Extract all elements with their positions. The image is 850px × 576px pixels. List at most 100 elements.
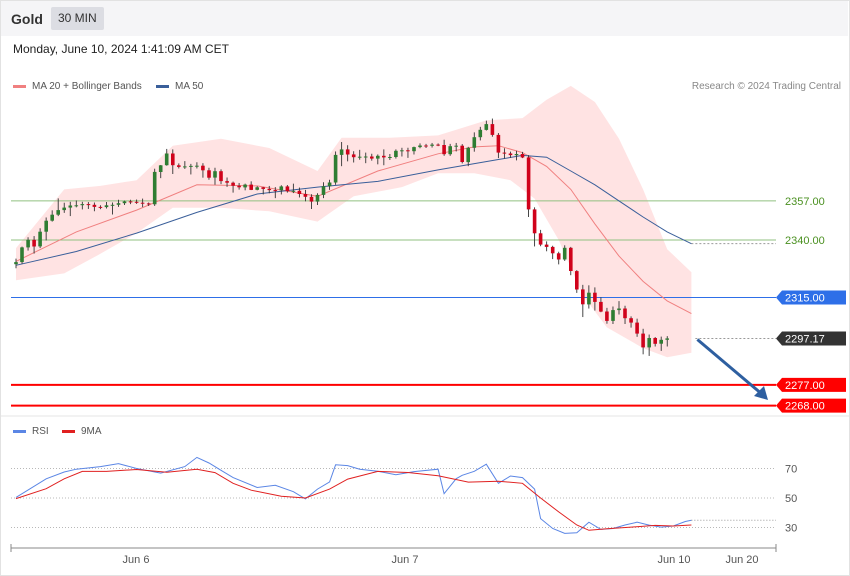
candle-body xyxy=(321,186,326,195)
rsi-9ma-line xyxy=(15,468,692,531)
candle-body xyxy=(466,147,470,163)
candle-body xyxy=(32,239,36,247)
level-label: 2340.00 xyxy=(785,235,825,247)
candle-body xyxy=(472,137,477,148)
candle-body xyxy=(587,292,591,305)
level-label: 2357.00 xyxy=(785,196,825,208)
candle-body xyxy=(363,156,368,158)
candle-body xyxy=(376,155,380,159)
candle-body xyxy=(26,239,30,248)
level-label: 2297.17 xyxy=(785,334,825,346)
candle-body xyxy=(80,204,85,206)
candle-body xyxy=(370,156,374,159)
candle-body xyxy=(255,187,259,190)
candle-body xyxy=(665,338,669,340)
candle-body xyxy=(50,214,54,221)
ma20-swatch xyxy=(13,85,26,88)
legend-9ma-label: 9MA xyxy=(81,426,102,437)
candle-body xyxy=(158,165,163,172)
candle-body xyxy=(394,150,398,157)
legend-9ma: 9MA xyxy=(62,426,102,437)
timeframe-button[interactable]: 30 MIN xyxy=(51,7,104,30)
candle-body xyxy=(623,308,627,319)
candle-body xyxy=(339,149,344,155)
legend-ma20: MA 20 + Bollinger Bands xyxy=(13,81,142,92)
candle-body xyxy=(110,204,115,206)
candle-body xyxy=(520,154,525,158)
candle-body xyxy=(357,156,362,158)
candle-body xyxy=(514,154,519,156)
candle-body xyxy=(62,207,66,211)
level-label: 2315.00 xyxy=(785,293,825,305)
candle-body xyxy=(44,220,48,232)
candle-body xyxy=(575,271,579,290)
candle-body xyxy=(104,205,109,208)
candle-body xyxy=(629,318,633,323)
candle-body xyxy=(659,339,663,344)
candle-body xyxy=(599,301,603,312)
candle-body xyxy=(92,204,97,207)
legend-ma50: MA 50 xyxy=(156,81,203,92)
candle-body xyxy=(635,322,639,334)
candle-body xyxy=(532,209,537,234)
candle-body xyxy=(315,194,320,202)
candle-body xyxy=(550,246,555,254)
candle-body xyxy=(418,145,422,148)
candle-body xyxy=(213,171,217,178)
candle-body xyxy=(605,311,609,321)
legend-rsi: RSI xyxy=(13,426,49,437)
candle-body xyxy=(164,153,169,166)
ma50-line xyxy=(15,154,692,266)
level-label-tag xyxy=(776,377,846,392)
candle-body xyxy=(496,134,501,153)
candle-body xyxy=(207,170,211,178)
candle-body xyxy=(653,338,657,344)
x-tick-label: Jun 20 xyxy=(725,554,758,566)
candle-body xyxy=(562,247,567,260)
candle-body xyxy=(351,154,356,158)
x-tick-label: Jun 10 xyxy=(657,554,690,566)
ma50-swatch xyxy=(156,85,169,88)
candle-body xyxy=(382,155,386,158)
candle-body xyxy=(146,203,151,205)
candle-body xyxy=(400,150,404,152)
candle-body xyxy=(303,194,308,197)
projection-arrow-head xyxy=(754,386,768,400)
candle-body xyxy=(56,210,60,215)
candle-body xyxy=(98,206,103,208)
candle-body xyxy=(454,145,458,147)
candle-body xyxy=(68,205,73,208)
copyright: Research © 2024 Trading Central xyxy=(691,81,841,92)
candle-body xyxy=(460,145,464,162)
candle-body xyxy=(508,153,513,156)
legend-rsi-label: RSI xyxy=(32,426,49,437)
candle-body xyxy=(177,165,181,167)
x-tick-label: Jun 6 xyxy=(123,554,150,566)
level-label-tag xyxy=(776,398,846,413)
candle-body xyxy=(617,308,621,311)
candle-body xyxy=(611,310,615,321)
candle-body xyxy=(297,190,302,194)
candle-body xyxy=(538,233,543,245)
candle-body xyxy=(484,124,489,130)
candle-body xyxy=(189,165,193,167)
candle-body xyxy=(183,166,187,168)
rsi-tick-label: 30 xyxy=(785,523,797,535)
timestamp: Monday, June 10, 2024 1:41:09 AM CET xyxy=(13,42,229,56)
level-label-tag xyxy=(776,331,846,346)
level-label-tag xyxy=(776,290,846,305)
candle-body xyxy=(219,171,223,182)
candle-body xyxy=(74,205,79,207)
candle-body xyxy=(20,247,24,263)
candle-body xyxy=(556,253,561,260)
projection-arrow-line xyxy=(696,338,764,397)
candle-body xyxy=(14,262,18,265)
ma9-swatch xyxy=(62,430,75,433)
candle-body xyxy=(152,171,157,205)
candle-body xyxy=(249,184,253,190)
candle-body xyxy=(261,187,265,189)
candle-body xyxy=(424,145,428,147)
candle-body xyxy=(490,124,495,135)
candle-body xyxy=(406,150,410,152)
